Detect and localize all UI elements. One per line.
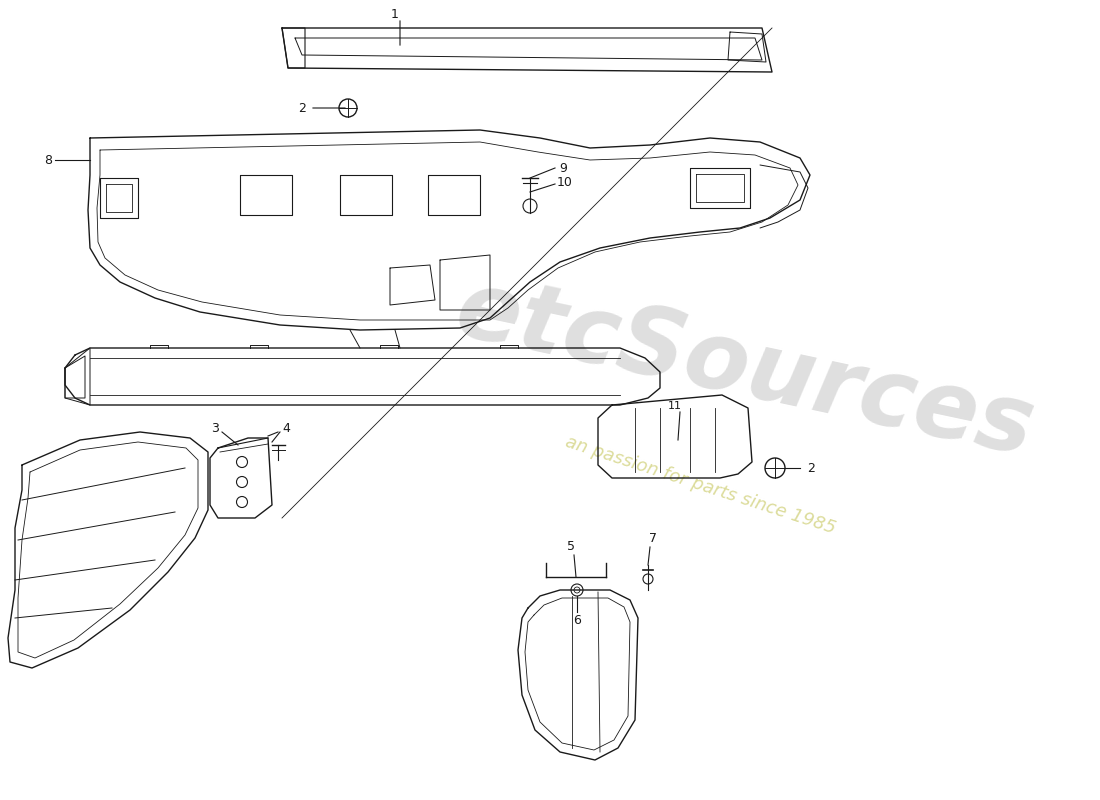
Text: 7: 7 <box>649 533 657 546</box>
Text: 8: 8 <box>44 154 52 166</box>
Text: an passion for parts since 1985: an passion for parts since 1985 <box>562 433 837 538</box>
Text: 4: 4 <box>282 422 290 435</box>
Text: 5: 5 <box>566 541 575 554</box>
Text: 2: 2 <box>298 102 306 114</box>
Text: 1: 1 <box>392 7 399 21</box>
Text: 6: 6 <box>573 614 581 626</box>
Text: 9: 9 <box>559 162 566 174</box>
Text: etcSources: etcSources <box>448 264 1043 476</box>
Text: 3: 3 <box>211 422 219 434</box>
Text: 11: 11 <box>668 401 682 411</box>
Text: 10: 10 <box>557 177 573 190</box>
Text: 2: 2 <box>807 462 815 474</box>
